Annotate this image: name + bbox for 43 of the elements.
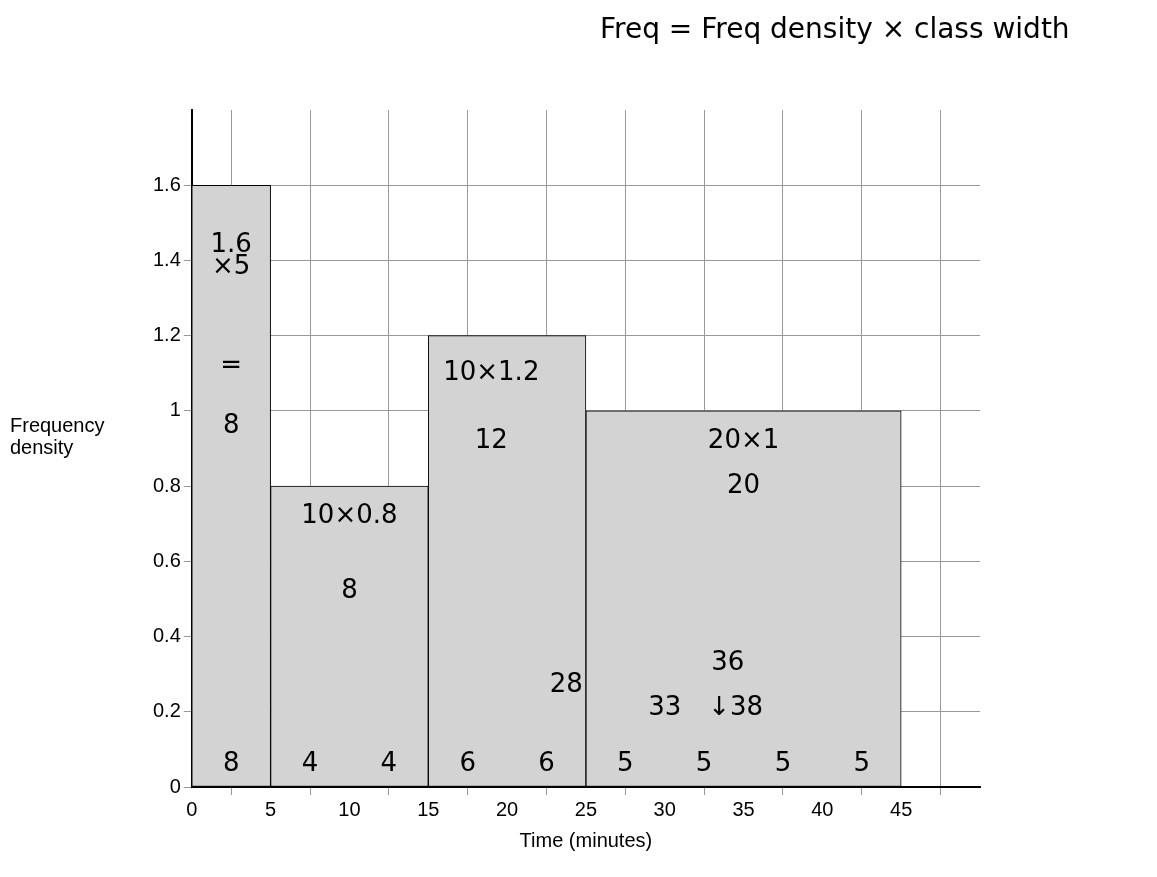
- annotation: 20: [726, 469, 761, 500]
- y-tick-label: 0.8: [152, 473, 181, 496]
- annotation: 4: [380, 747, 398, 778]
- annotation: 8: [341, 574, 358, 605]
- annotation: 6: [538, 747, 555, 778]
- annotation: 5: [774, 747, 792, 778]
- x-tick-label: 25: [574, 797, 598, 820]
- y-tick-label: 0.2: [152, 699, 181, 722]
- x-tick-label: 35: [732, 797, 755, 820]
- x-tick-label: 40: [811, 797, 834, 820]
- annotation: 4: [301, 747, 319, 778]
- y-tick-label: 1.6: [152, 172, 181, 195]
- annotation: 28: [549, 668, 583, 699]
- x-axis-title: Time (minutes): [519, 828, 653, 851]
- y-tick-label: 1.4: [152, 247, 181, 270]
- annotation: 5: [695, 747, 713, 778]
- annotation: 12: [474, 423, 508, 454]
- x-tick-label: 20: [495, 797, 519, 820]
- y-tick-label: 0.6: [152, 548, 181, 571]
- y-tick-label: 0.4: [152, 624, 181, 647]
- annotation: 6: [459, 747, 476, 778]
- annotation: =: [220, 348, 243, 379]
- annotation: 20×1: [707, 423, 780, 454]
- annotation: 5: [853, 747, 871, 778]
- annotation: ↓38: [708, 690, 764, 721]
- y-tick-label: 1: [169, 398, 181, 421]
- x-tick-label: 30: [653, 797, 676, 820]
- annotation: 8: [222, 747, 240, 778]
- text: Freq = Freq density × class width: [600, 12, 1070, 45]
- annotation: 36: [711, 645, 745, 676]
- annotation: 10×1.2: [443, 356, 540, 387]
- x-tick-label: 5: [265, 797, 277, 820]
- annotation: 5: [617, 747, 634, 778]
- annotation: 33: [648, 690, 682, 721]
- x-tick-label: 0: [186, 797, 198, 820]
- x-tick-label: 15: [417, 797, 440, 820]
- annotation: 8: [222, 408, 240, 439]
- y-tick-label: 0: [169, 774, 181, 797]
- y-tick-label: 1.2: [152, 323, 181, 346]
- x-tick-label: 10: [338, 797, 361, 820]
- x-tick-label: 45: [890, 797, 913, 820]
- y-axis-title: Frequency density: [10, 414, 106, 458]
- annotation: 10×0.8: [301, 498, 398, 529]
